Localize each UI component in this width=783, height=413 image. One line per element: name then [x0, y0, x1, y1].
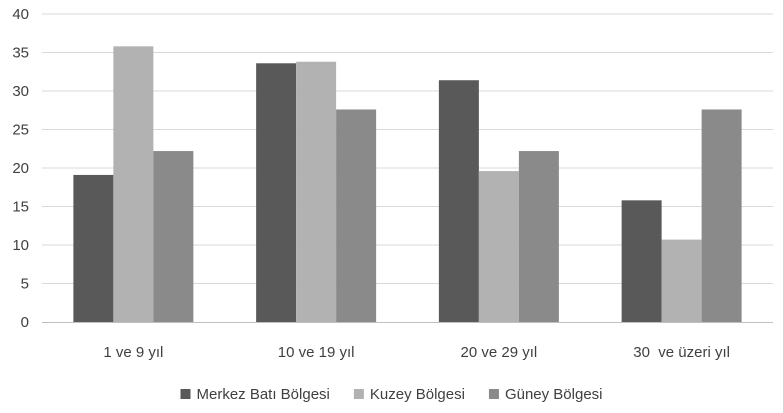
x-tick-label: 20 ve 29 yıl [461, 344, 538, 361]
y-tick-label: 25 [12, 122, 29, 139]
legend-label: Merkez Batı Bölgesi [196, 386, 329, 403]
bar [621, 200, 662, 322]
x-tick-label: 30 ve üzeri yıl [633, 344, 730, 361]
bar [256, 63, 297, 322]
bar [478, 171, 519, 322]
legend-swatch [180, 389, 191, 399]
bar [518, 151, 559, 322]
bar [438, 80, 479, 322]
bar [701, 109, 742, 322]
y-tick-label: 20 [12, 160, 29, 177]
y-tick-label: 5 [21, 276, 29, 293]
legend-swatch [353, 389, 364, 399]
bar [336, 109, 377, 322]
y-tick-label: 0 [21, 314, 29, 331]
x-tick-label: 10 ve 19 yıl [278, 344, 355, 361]
legend: Merkez Batı Bölgesi Kuzey Bölgesi Güney Bö… [180, 386, 603, 403]
y-tick-label: 15 [12, 199, 29, 216]
y-tick-label: 35 [12, 45, 29, 62]
x-axis-tick-labels: 1 ve 9 yıl 10 ve 19 yıl 20 ve 29 yıl 30 ve … [103, 344, 730, 361]
bar [661, 239, 702, 322]
legend-label: Güney Bölgesi [505, 386, 603, 403]
y-tick-label: 40 [12, 6, 29, 23]
bars [73, 46, 742, 323]
bar [153, 151, 194, 322]
x-tick-label: 1 ve 9 yıl [103, 344, 163, 361]
y-tick-label: 10 [12, 237, 29, 254]
bar [113, 46, 154, 323]
y-axis-tick-labels: 0 5 10 15 20 25 30 35 40 [12, 6, 29, 331]
bar [73, 174, 114, 322]
bar [296, 61, 337, 323]
legend-label: Kuzey Bölgesi [370, 386, 465, 403]
legend-swatch [488, 389, 499, 399]
y-tick-label: 30 [12, 83, 29, 100]
